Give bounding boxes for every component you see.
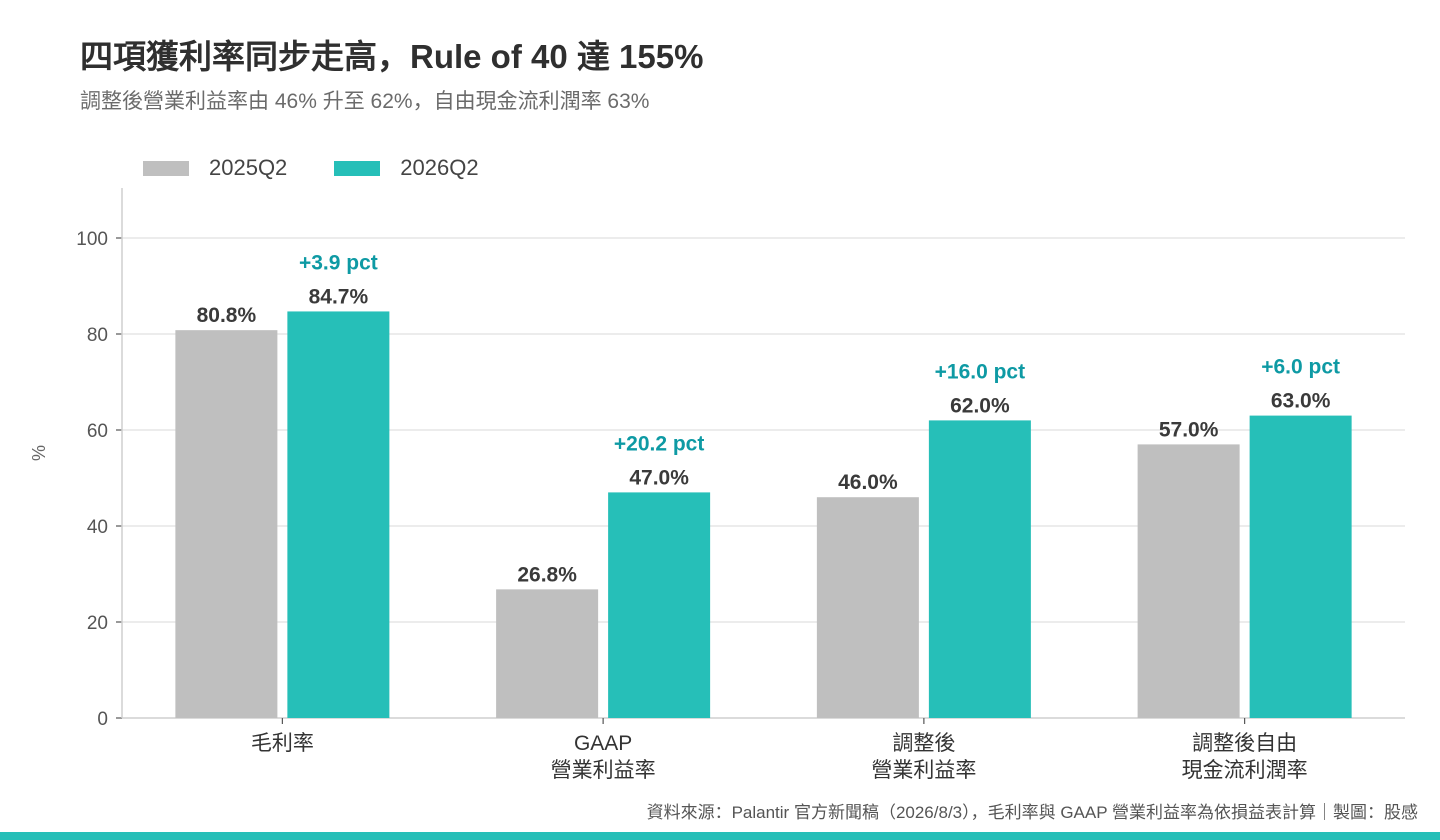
- data-label: 47.0%: [629, 466, 689, 489]
- y-tick-label: 100: [76, 229, 108, 250]
- data-label: 26.8%: [517, 563, 577, 586]
- y-tick-label: 80: [87, 325, 108, 346]
- delta-annotation: +6.0 pct: [1261, 356, 1340, 379]
- bar-2025q2-1: [175, 330, 278, 718]
- x-tick-label: 調整後自由: [1192, 732, 1297, 755]
- bar-2025q2-2: [496, 589, 599, 718]
- bar-2026q2-4: [1249, 415, 1352, 718]
- bottom-accent-bar: [0, 832, 1440, 840]
- bar-2026q2-1: [287, 311, 390, 718]
- bar-2026q2-3: [928, 420, 1031, 718]
- x-tick-label: 毛利率: [251, 732, 314, 755]
- legend-item-2025q2: 2025Q2: [143, 155, 287, 181]
- bar-2026q2-2: [608, 492, 711, 718]
- bar-2025q2-3: [816, 497, 919, 718]
- x-tick-label: GAAP: [574, 732, 632, 755]
- y-axis-label: %: [29, 445, 49, 461]
- y-tick-label: 40: [87, 517, 108, 538]
- legend: 2025Q2 2026Q2: [143, 154, 479, 182]
- data-label: 57.0%: [1159, 418, 1219, 441]
- data-label: 80.8%: [197, 304, 257, 327]
- legend-swatch-2025q2: [143, 160, 189, 176]
- data-label: 46.0%: [838, 471, 898, 494]
- x-tick-label: 調整後: [892, 732, 955, 755]
- bar-2025q2-4: [1137, 444, 1240, 718]
- x-tick-label: 營業利益率: [551, 759, 656, 782]
- data-label: 63.0%: [1271, 390, 1331, 413]
- legend-label-2026q2: 2026Q2: [400, 155, 479, 180]
- delta-annotation: +20.2 pct: [614, 432, 704, 455]
- legend-item-2026q2: 2026Q2: [334, 155, 479, 181]
- chart-title: 四項獲利率同步走高，Rule of 40 達 155%: [80, 38, 704, 75]
- legend-label-2025q2: 2025Q2: [209, 155, 288, 180]
- x-tick-label: 營業利益率: [871, 759, 976, 782]
- y-tick-label: 20: [87, 613, 108, 634]
- y-tick-label: 60: [87, 421, 108, 442]
- delta-annotation: +16.0 pct: [935, 360, 1025, 383]
- data-label: 62.0%: [950, 394, 1010, 417]
- legend-swatch-2026q2: [334, 160, 381, 176]
- source-footnote: 資料來源：Palantir 官方新聞稿（2026/8/3），毛利率與 GAAP …: [646, 803, 1418, 822]
- x-tick-label: 現金流利潤率: [1182, 759, 1308, 782]
- y-tick-label: 0: [97, 709, 108, 730]
- delta-annotation: +3.9 pct: [299, 251, 378, 274]
- chart-subtitle: 調整後營業利益率由 46% 升至 62%，自由現金流利潤率 63%: [80, 90, 650, 113]
- data-label: 84.7%: [309, 285, 369, 308]
